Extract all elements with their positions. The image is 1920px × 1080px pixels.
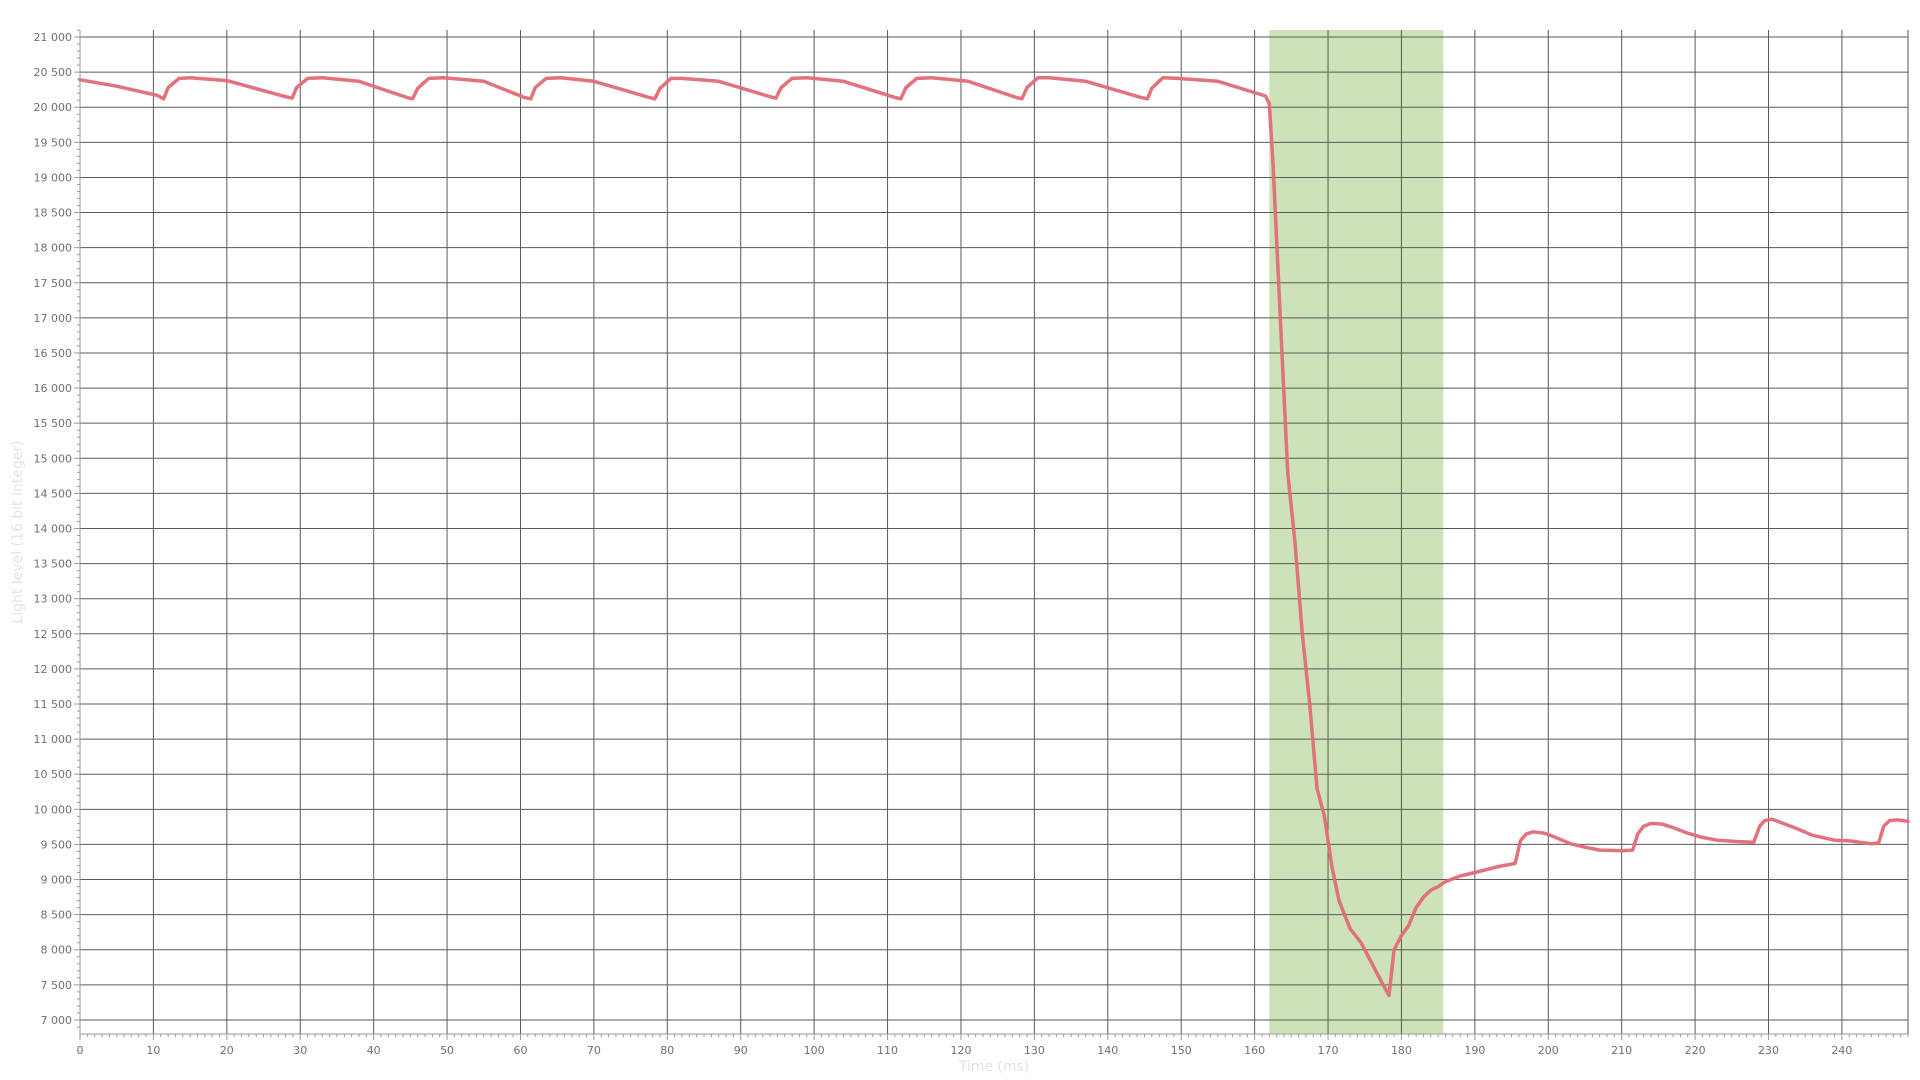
axes (79, 30, 1908, 1035)
x-tick-label: 200 (1538, 1044, 1559, 1057)
highlight-region-layer (1269, 30, 1444, 1034)
x-tick-label: 90 (734, 1044, 748, 1057)
y-tick-label: 21 000 (34, 31, 73, 44)
x-tick-label: 240 (1831, 1044, 1852, 1057)
y-tick-label: 12 000 (34, 663, 73, 676)
y-tick-label: 9 500 (41, 838, 73, 851)
y-tick-label: 11 000 (34, 733, 73, 746)
x-tick-labels: 0 10 20 30 40 50 60 70 80 90 100 110 120 130 140 150 160… (77, 1044, 1853, 1057)
y-tick-label: 19 500 (34, 136, 73, 149)
x-tick-label: 220 (1685, 1044, 1706, 1057)
x-tick-label: 10 (146, 1044, 160, 1057)
x-tick-label: 100 (804, 1044, 825, 1057)
x-tick-label: 150 (1171, 1044, 1192, 1057)
x-tick-label: 180 (1391, 1044, 1412, 1057)
x-tick-label: 130 (1024, 1044, 1045, 1057)
highlight-region (1269, 30, 1444, 1034)
y-tick-label: 18 500 (34, 207, 73, 220)
y-axis-title: Light level (16 bit integer) (10, 440, 26, 623)
gridlines (80, 30, 1909, 1034)
y-tick-label: 8 000 (41, 944, 73, 957)
y-tick-label: 20 500 (34, 66, 73, 79)
x-tick-label: 160 (1244, 1044, 1265, 1057)
y-tick-label: 17 000 (34, 312, 73, 325)
y-tick-label: 9 000 (41, 874, 73, 887)
y-tick-label: 10 500 (34, 768, 73, 781)
y-tick-label: 16 500 (34, 347, 73, 360)
plot-area-background (80, 30, 1908, 1034)
x-tick-label: 30 (293, 1044, 307, 1057)
x-tick-label: 110 (877, 1044, 898, 1057)
y-tick-label: 17 500 (34, 277, 73, 290)
y-tick-label: 16 000 (34, 382, 73, 395)
y-tick-label: 11 500 (34, 698, 73, 711)
y-tick-label: 14 500 (34, 487, 73, 500)
x-tick-label: 140 (1097, 1044, 1118, 1057)
x-tick-label: 50 (440, 1044, 454, 1057)
x-axis-title: Time (ms) (958, 1059, 1030, 1075)
x-tick-label: 210 (1611, 1044, 1632, 1057)
y-tick-label: 7 500 (41, 979, 73, 992)
y-tick-label: 14 000 (34, 522, 73, 535)
x-tick-label: 70 (587, 1044, 601, 1057)
y-tick-label: 10 000 (34, 803, 73, 816)
y-tick-label: 7 000 (41, 1014, 73, 1027)
x-tick-label: 170 (1318, 1044, 1339, 1057)
y-tick-label: 19 000 (34, 171, 73, 184)
x-tick-label: 40 (367, 1044, 381, 1057)
x-tick-label: 80 (660, 1044, 674, 1057)
y-tick-label: 15 500 (34, 417, 73, 430)
y-tick-labels: 7 000 7 500 8 000 8 500 9 000 9 500 10 000 10 5… (34, 31, 73, 1027)
y-tick-label: 15 000 (34, 452, 73, 465)
x-tick-label: 0 (77, 1044, 84, 1057)
x-tick-label: 60 (513, 1044, 527, 1057)
series-layer (78, 75, 1910, 998)
x-tick-label: 190 (1464, 1044, 1485, 1057)
series-line (78, 75, 1910, 998)
y-tick-label: 13 000 (34, 593, 73, 606)
x-tick-label: 20 (220, 1044, 234, 1057)
y-tick-label: 12 500 (34, 628, 73, 641)
y-tick-label: 8 500 (41, 909, 73, 922)
x-tick-label: 230 (1758, 1044, 1779, 1057)
y-tick-label: 13 500 (34, 558, 73, 571)
x-tick-label: 120 (950, 1044, 971, 1057)
y-tick-label: 18 000 (34, 242, 73, 255)
y-tick-label: 20 000 (34, 101, 73, 114)
